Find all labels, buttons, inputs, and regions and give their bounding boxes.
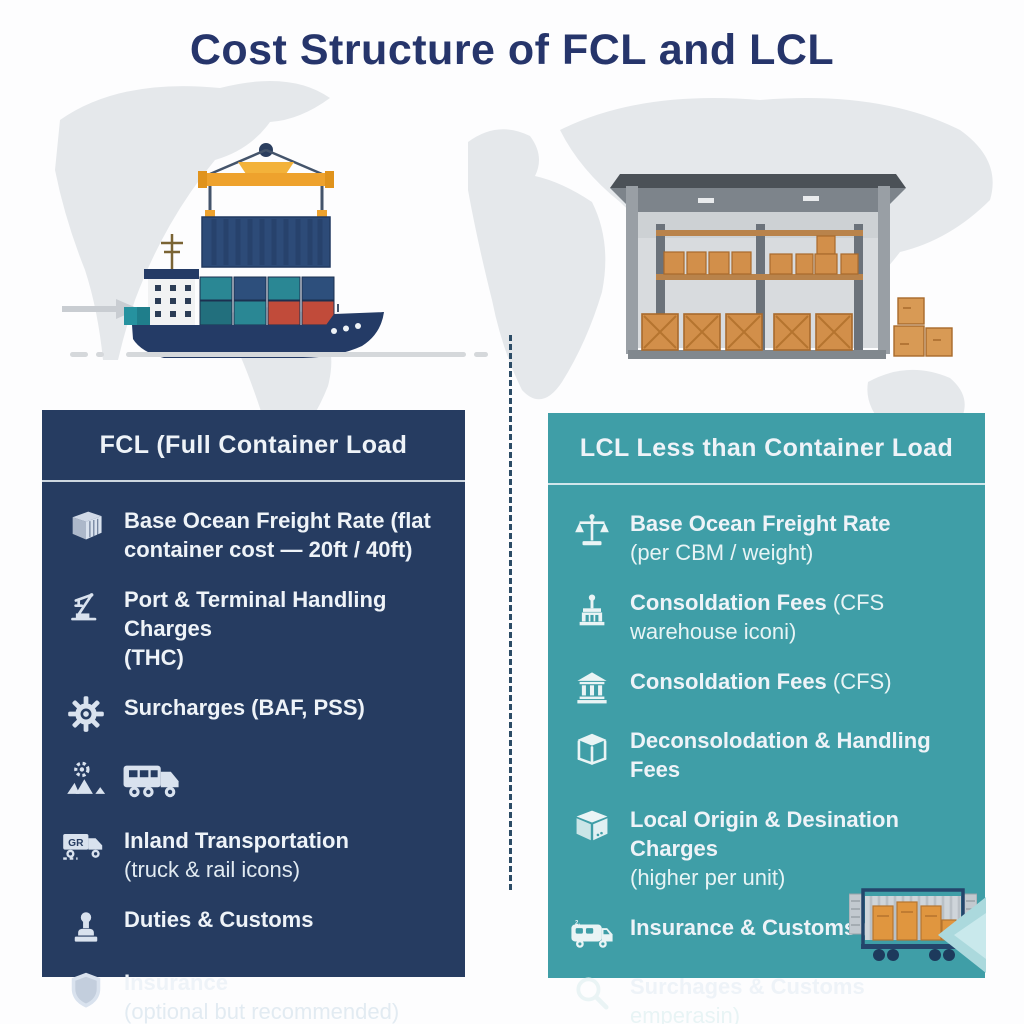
- truck-icon: [122, 756, 184, 805]
- page-title: Cost Structure of FCL and LCL: [189, 26, 835, 74]
- dashed-divider: [509, 335, 512, 890]
- lcl-header: LCL Less than Container Load: [548, 413, 985, 485]
- shield-icon: [62, 968, 110, 1024]
- item-text: Surchages & Customs emperasin): [630, 974, 865, 1024]
- scale-icon: [568, 509, 616, 567]
- cargo-ship-crane-illustration: [124, 143, 384, 358]
- port-crane-icon: [62, 585, 110, 672]
- ground-dot: [96, 352, 104, 357]
- warehouse-illustration: [610, 174, 953, 359]
- stamp-icon: [62, 905, 110, 947]
- list-item: Local Origin & Desination Charges (highe…: [568, 805, 973, 892]
- list-item: GR Inland Transportation (truck & rail i…: [62, 826, 453, 884]
- list-item: Surchages & Customs emperasin): [568, 972, 973, 1024]
- list-item: Consoldation Fees (CFS warehouse iconi): [568, 588, 973, 646]
- svg-text:2.: 2.: [575, 921, 580, 927]
- ground-dash: [474, 352, 488, 357]
- list-item: Surcharges (BAF, PSS): [62, 693, 453, 733]
- list-item: Deconsolodation & Handling Fees: [568, 726, 973, 784]
- ground-dash: [70, 352, 88, 357]
- list-item-icons-only: [62, 754, 453, 805]
- ship-ground-line: [126, 352, 466, 357]
- fcl-header: FCL (Full Container Load: [42, 410, 465, 482]
- decorative-icons-row: [66, 756, 184, 805]
- box-icon: [568, 805, 616, 892]
- lcl-list: Base Ocean Freight Rate (per CBM / weigh…: [548, 485, 985, 1024]
- item-text: Duties & Customs: [124, 907, 314, 933]
- gear-icon: [62, 693, 110, 733]
- van-icon: 2.: [568, 913, 616, 951]
- item-text: Consoldation Fees (CFS): [630, 669, 892, 695]
- open-crate-icon: [568, 726, 616, 784]
- truck-gr-icon: GR: [62, 826, 110, 884]
- item-text: Inland Transportation (truck & rail icon…: [124, 828, 349, 883]
- bank-icon: [568, 667, 616, 705]
- list-item: Insurance (optional but recommended): [62, 968, 453, 1024]
- item-text: Consoldation Fees (CFS warehouse iconi): [630, 590, 885, 645]
- list-item: Port & Terminal Handling Charges (THC): [62, 585, 453, 672]
- item-text: Base Ocean Freight Rate (per CBM / weigh…: [630, 511, 891, 566]
- item-text: Surcharges (BAF, PSS): [124, 695, 365, 721]
- container-icon: [62, 506, 110, 564]
- svg-text:GR: GR: [68, 838, 84, 849]
- item-text: Base Ocean Freight Rate (flat container …: [124, 508, 431, 563]
- list-item: Consoldation Fees (CFS): [568, 667, 973, 705]
- list-item: Base Ocean Freight Rate (flat container …: [62, 506, 453, 564]
- fcl-list: Base Ocean Freight Rate (flat container …: [42, 482, 465, 1024]
- item-text: Local Origin & Desination Charges (highe…: [630, 807, 899, 891]
- corner-arrow-decoration: [938, 897, 986, 973]
- mountains-gear-icon: [66, 759, 110, 802]
- fcl-panel: FCL (Full Container Load Base Ocean Frei…: [42, 410, 465, 1024]
- item-text: Insurance (optional but recommended): [124, 970, 400, 1024]
- lcl-panel: LCL Less than Container Load Base Ocean …: [548, 413, 985, 1024]
- list-item: 2. Insurance & Customs (per CBM): [568, 913, 973, 951]
- list-item: Base Ocean Freight Rate (per CBM / weigh…: [568, 509, 973, 567]
- magnifier-icon: [568, 972, 616, 1024]
- list-item: Duties & Customs: [62, 905, 453, 947]
- item-text: Port & Terminal Handling Charges (THC): [124, 587, 387, 671]
- warehouse-lever-icon: [568, 588, 616, 646]
- item-text: Deconsolodation & Handling Fees: [630, 728, 931, 783]
- item-text: Insurance & Customs (per CBM): [630, 915, 964, 941]
